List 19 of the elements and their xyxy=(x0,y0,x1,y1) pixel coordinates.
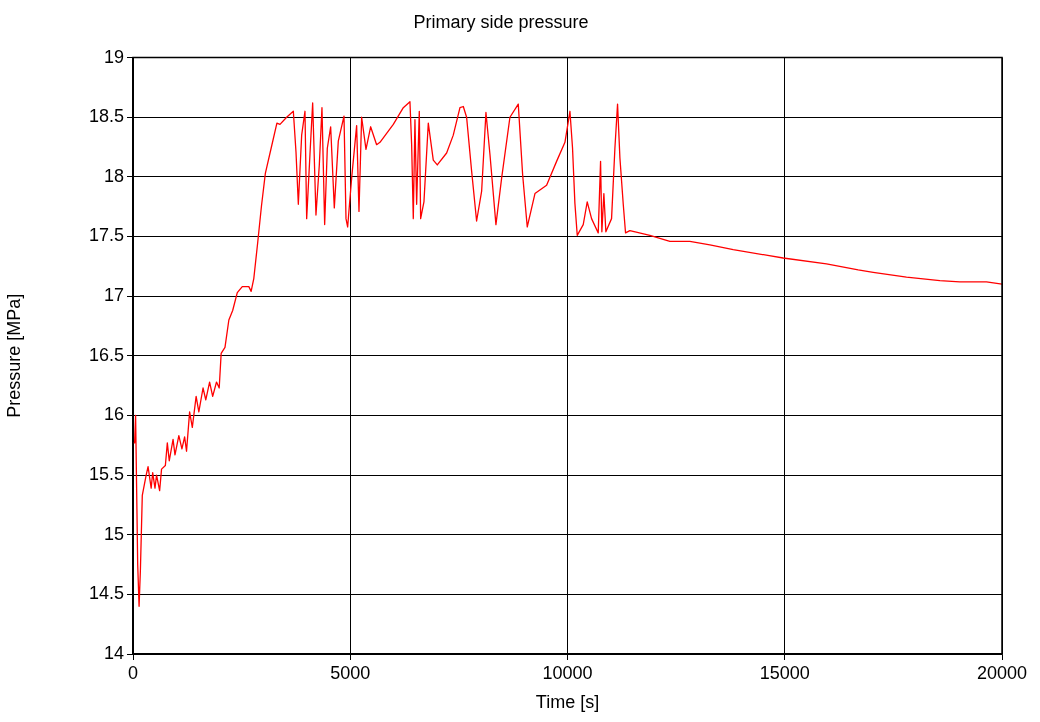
y-tick-label: 17.5 xyxy=(88,225,124,246)
y-tick-label: 18 xyxy=(103,165,124,186)
x-tick-label: 0 xyxy=(127,662,139,683)
x-axis-title: Time [s] xyxy=(535,692,600,713)
y-tick-label: 14.5 xyxy=(88,583,124,604)
x-tick-label: 15000 xyxy=(759,662,810,683)
chart-title: Primary side pressure xyxy=(413,11,589,32)
y-tick-label: 15.5 xyxy=(88,464,124,485)
x-tick-label: 20000 xyxy=(976,662,1028,683)
y-tick-label: 16 xyxy=(103,404,124,425)
y-tick-label: 14 xyxy=(103,642,124,663)
x-tick-label: 10000 xyxy=(542,662,593,683)
y-axis-title: Pressure [MPa] xyxy=(3,293,24,418)
y-tick-label: 19 xyxy=(103,46,124,67)
x-tick-label: 5000 xyxy=(330,662,371,683)
y-tick-label: 17 xyxy=(103,285,124,306)
y-tick-label: 16.5 xyxy=(88,344,124,365)
y-tick-label: 15 xyxy=(103,523,124,544)
y-tick-label: 18.5 xyxy=(88,106,124,127)
